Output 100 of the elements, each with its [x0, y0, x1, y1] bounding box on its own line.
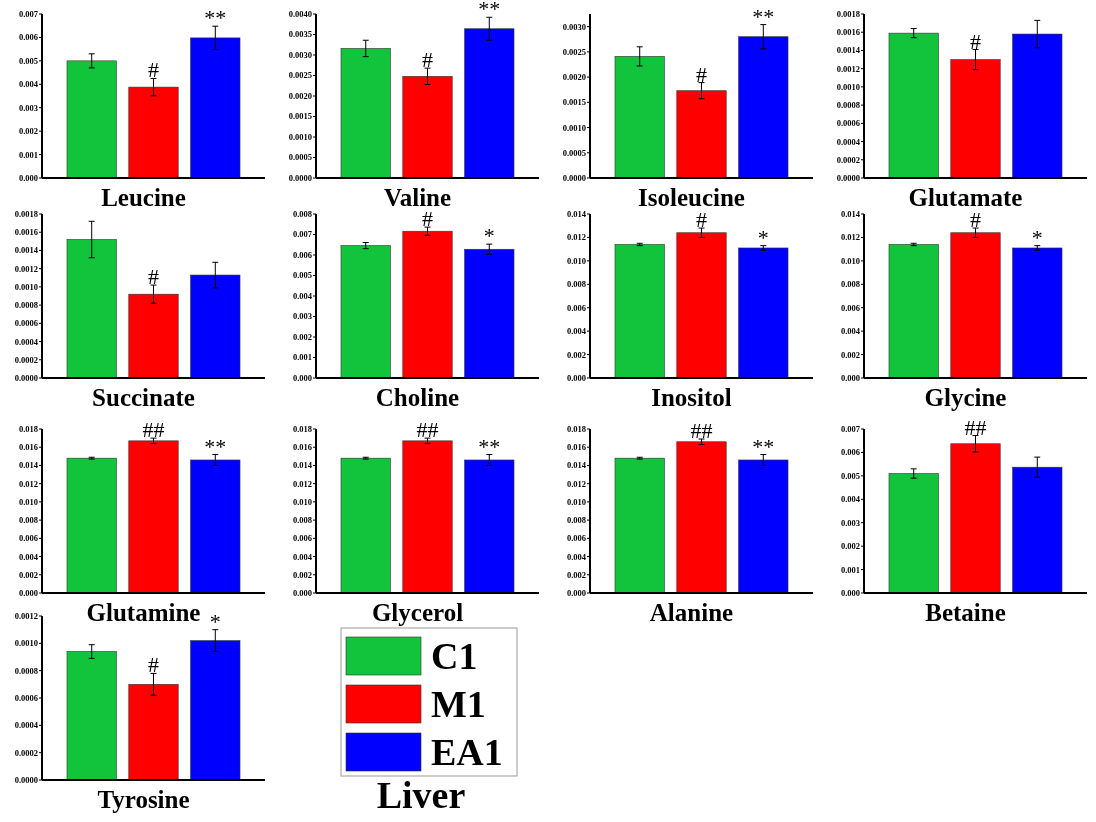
y-tick-label: 0.004 — [840, 494, 861, 505]
y-tick-label: 0.0010 — [288, 131, 312, 142]
data-label: ## — [964, 414, 987, 440]
y-tick-label: 0.012 — [18, 478, 38, 489]
y-tick-label: 0.002 — [292, 331, 312, 342]
y-tick-label: 0.014 — [18, 460, 39, 471]
bar — [190, 459, 241, 594]
bar — [128, 440, 179, 594]
x-axis-title: Leucine — [101, 184, 186, 211]
bar — [128, 293, 179, 379]
x-axis-title: Glycine — [924, 384, 1007, 411]
legend-label: EA1 — [431, 731, 503, 774]
y-tick-label: 0.008 — [566, 279, 586, 290]
y-tick-label: 0.010 — [292, 496, 312, 507]
bar — [676, 232, 727, 379]
x-axis-title: Inositol — [651, 384, 732, 411]
bar — [464, 248, 515, 379]
y-tick-label: 0.002 — [840, 349, 860, 360]
bar — [66, 239, 117, 379]
data-label: # — [148, 57, 159, 83]
y-tick-label: 0.0000 — [14, 774, 38, 785]
bar — [66, 60, 117, 179]
y-tick-label: 0.010 — [840, 255, 860, 266]
y-tick-label: 0.0005 — [562, 147, 586, 158]
x-axis-title: Betaine — [925, 599, 1006, 626]
y-tick-label: 0.0000 — [14, 372, 38, 383]
y-tick-label: 0.0004 — [14, 336, 39, 347]
y-tick-label: 0.010 — [566, 496, 586, 507]
y-tick-label: 0.004 — [292, 551, 313, 562]
y-tick-label: 0.0030 — [288, 49, 312, 60]
legend-label: M1 — [431, 683, 486, 726]
y-tick-label: 0.014 — [292, 460, 313, 471]
y-tick-label: 0.000 — [566, 372, 586, 383]
bar — [614, 244, 665, 379]
bar — [888, 244, 939, 379]
y-tick-label: 0.016 — [566, 442, 586, 453]
y-tick-label: 0.008 — [566, 515, 586, 526]
y-tick-label: 0.002 — [840, 541, 860, 552]
y-tick-label: 0.0006 — [14, 318, 38, 329]
y-tick-label: 0.0004 — [14, 720, 39, 731]
y-tick-label: 0.005 — [292, 270, 312, 281]
y-tick-label: 0.0010 — [14, 281, 38, 292]
y-tick-label: 0.006 — [18, 533, 38, 544]
data-label: ** — [204, 5, 227, 31]
y-tick-label: 0.0016 — [14, 227, 38, 238]
y-tick-label: 0.003 — [292, 311, 312, 322]
y-tick-label: 0.005 — [840, 470, 860, 481]
y-tick-label: 0.0015 — [288, 111, 312, 122]
data-label: ** — [204, 433, 227, 459]
y-tick-label: 0.0020 — [562, 72, 586, 83]
y-tick-label: 0.008 — [18, 515, 38, 526]
y-tick-label: 0.006 — [566, 533, 586, 544]
bar — [464, 459, 515, 594]
bar — [888, 32, 939, 179]
y-tick-label: 0.016 — [292, 442, 312, 453]
y-tick-label: 0.007 — [292, 229, 313, 240]
y-tick-label: 0.000 — [18, 587, 38, 598]
y-tick-label: 0.018 — [292, 423, 312, 434]
bar — [1012, 247, 1063, 379]
y-tick-label: 0.002 — [566, 569, 586, 580]
y-tick-label: 0.0010 — [14, 638, 38, 649]
y-tick-label: 0.0002 — [14, 747, 38, 758]
y-tick-label: 0.006 — [18, 32, 38, 43]
y-tick-label: 0.010 — [18, 496, 38, 507]
y-tick-label: 0.006 — [566, 302, 586, 313]
data-label: ## — [142, 417, 165, 443]
y-tick-label: 0.0002 — [836, 154, 860, 165]
bar — [1012, 33, 1063, 179]
data-label: ** — [478, 433, 501, 459]
y-tick-label: 0.012 — [566, 232, 586, 243]
bar — [888, 473, 939, 594]
bar — [1012, 466, 1063, 594]
data-label: ** — [478, 0, 501, 22]
y-tick-label: 0.006 — [840, 447, 860, 458]
y-tick-label: 0.0014 — [836, 45, 861, 56]
bar — [128, 86, 179, 179]
data-label: # — [696, 61, 707, 87]
x-axis-title: Choline — [375, 384, 460, 411]
y-tick-label: 0.0008 — [14, 665, 38, 676]
y-tick-label: 0.000 — [292, 372, 312, 383]
bar — [738, 36, 789, 179]
y-tick-label: 0.0002 — [14, 354, 38, 365]
y-tick-label: 0.004 — [292, 290, 313, 301]
y-tick-label: 0.012 — [840, 232, 860, 243]
y-tick-label: 0.007 — [840, 423, 861, 434]
data-label: * — [209, 608, 221, 634]
bar — [128, 684, 179, 781]
y-tick-label: 0.0020 — [288, 90, 312, 101]
y-tick-label: 0.0006 — [836, 118, 860, 129]
y-tick-label: 0.004 — [18, 79, 39, 90]
y-tick-label: 0.000 — [292, 587, 312, 598]
y-tick-label: 0.002 — [18, 126, 38, 137]
y-tick-label: 0.0000 — [288, 172, 312, 183]
y-tick-label: 0.007 — [18, 8, 39, 19]
y-tick-label: 0.0008 — [836, 100, 860, 111]
y-tick-label: 0.0010 — [562, 122, 586, 133]
y-tick-label: 0.0008 — [14, 300, 38, 311]
bar — [190, 640, 241, 781]
y-tick-label: 0.0012 — [836, 63, 860, 74]
y-tick-label: 0.004 — [18, 551, 39, 562]
